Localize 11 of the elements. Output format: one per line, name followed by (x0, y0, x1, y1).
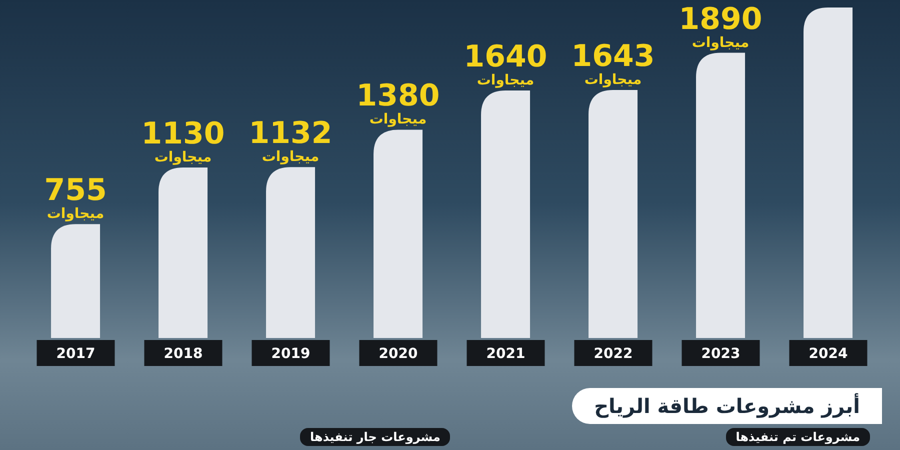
heading-pill: أبرز مشروعات طاقة الرياح (572, 388, 882, 424)
x-tick-label: 2017 (56, 346, 96, 362)
text: مشروعات جار تنفيذها (300, 428, 450, 446)
x-tick-label: 2019 (271, 346, 310, 362)
x-tick-label: 2024 (808, 346, 848, 362)
x-tick-label: 2020 (378, 346, 418, 362)
text: مشروعات تم تنفيذها (726, 428, 870, 446)
x-tick-label: 2023 (701, 346, 740, 362)
x-tick-label: 2022 (594, 346, 633, 362)
x-tick-label: 2021 (486, 346, 526, 362)
x-tick-label: 2018 (164, 346, 203, 362)
